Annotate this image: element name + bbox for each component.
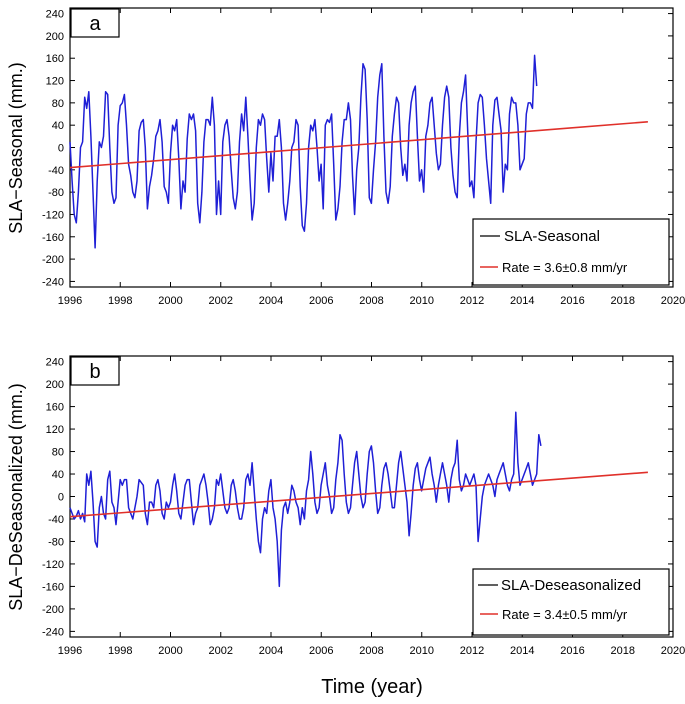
y-ticks-b: -240 -200 -160 -120 -80 -40 0 40 80 120 160 200 240 (42, 357, 673, 638)
x-tick-label: 2008 (359, 645, 383, 657)
y-tick-label: -240 (42, 276, 64, 288)
x-tick-label: 2010 (410, 645, 434, 657)
panel-b: -240-200-160-120-80-4004080120160200240 … (6, 355, 685, 657)
y-tick-label: -120 (42, 209, 64, 221)
panel-label-a: a (89, 13, 101, 35)
y-tick-label: -200 (42, 604, 64, 616)
x-ticks-b: 1996 1998 2000 2002 2004 2006 2008 2010 2012 2014… (58, 356, 685, 657)
x-tick-label: 2000 (158, 295, 182, 307)
x-tick-label: 1996 (58, 645, 82, 657)
x-tick-label: 2014 (510, 295, 534, 307)
x-ticks-a: 1996 1998 2000 2002 2004 2006 2008 2010 2012 2014… (58, 8, 685, 307)
y-tick-label: 80 (52, 447, 64, 459)
x-tick-label: 2006 (309, 645, 333, 657)
series-line-observed-b (69, 411, 542, 588)
x-axis-label: Time (year) (321, 676, 422, 698)
trend-line-a (69, 121, 648, 169)
x-tick-label: 2000 (158, 645, 182, 657)
x-tick-label: 1998 (108, 645, 132, 657)
y-tick-label: 0 (58, 492, 64, 504)
y-tick-label: -80 (48, 536, 64, 548)
y-tick-label: 200 (46, 31, 64, 43)
y-tick-label: 200 (46, 379, 64, 391)
y-tick-label: 0 (58, 143, 64, 155)
y-tick-label: -40 (48, 514, 64, 526)
panel-label-b: b (89, 361, 100, 383)
x-tick-label: 2016 (560, 645, 584, 657)
legend-box-b (472, 568, 670, 636)
y-tick-label: -240 (42, 626, 64, 638)
trend-line-b (69, 471, 648, 518)
x-tick-label: 2006 (309, 295, 333, 307)
y-ticks-a: -240 -200 -160 -120 -80 -40 0 40 80 120 160 200 240 (42, 9, 673, 288)
legend-box-a (472, 218, 670, 286)
legend-label-observed-b: SLA-Deseasonalized (501, 577, 641, 594)
legend-label-observed-a: SLA-Seasonal (504, 228, 600, 245)
y-axis-label-a: SLA−Seasonal (mm.) (6, 62, 26, 234)
legend-label-trend-a: Rate = 3.6±0.8 mm/yr (502, 260, 628, 275)
x-tick-label: 2020 (661, 295, 685, 307)
x-tick-label: 2016 (560, 295, 584, 307)
x-tick-label: 2002 (209, 295, 233, 307)
panel-label-box-a (70, 8, 120, 38)
y-tick-label: 40 (52, 120, 64, 132)
y-tick-label: 240 (46, 357, 64, 369)
y-tick-label: -160 (42, 581, 64, 593)
panel-label-box-b (70, 356, 120, 386)
x-tick-label: 2018 (611, 295, 635, 307)
x-tick-label: 2020 (661, 645, 685, 657)
series-b (69, 411, 648, 588)
y-tick-label: -160 (42, 232, 64, 244)
x-tick-label: 1996 (58, 295, 82, 307)
x-tick-label: 2002 (209, 645, 233, 657)
series-a (69, 54, 648, 249)
x-tick-label: 2008 (359, 295, 383, 307)
x-tick-label: 2012 (460, 295, 484, 307)
x-tick-label: 2004 (259, 645, 283, 657)
legend-b: SLA-Deseasonalized Rate = 3.4±0.5 mm/yr (472, 568, 670, 636)
y-tick-label: 80 (52, 98, 64, 110)
y-tick-label: 120 (46, 76, 64, 88)
y-tick-label: -120 (42, 559, 64, 571)
x-tick-label: 1998 (108, 295, 132, 307)
y-tick-label: -40 (48, 165, 64, 177)
series-line-observed-a (69, 54, 538, 249)
legend-a: SLA-Seasonal Rate = 3.6±0.8 mm/yr (472, 218, 670, 286)
y-tick-label: -80 (48, 187, 64, 199)
x-tick-label: 2010 (410, 295, 434, 307)
legend-label-trend-b: Rate = 3.4±0.5 mm/yr (502, 607, 628, 622)
y-tick-label: 160 (46, 402, 64, 414)
panel-a: -240-200-160-120-80-4004080120160200240 … (6, 7, 685, 307)
x-tick-label: 2004 (259, 295, 283, 307)
y-tick-label: 120 (46, 424, 64, 436)
x-tick-label: 2012 (460, 645, 484, 657)
y-tick-label: 160 (46, 53, 64, 65)
y-tick-label: -200 (42, 254, 64, 266)
y-axis-label-b: SLA−DeSeasonalized (mm.) (6, 383, 26, 611)
y-tick-label: 40 (52, 469, 64, 481)
x-tick-label: 2014 (510, 645, 534, 657)
x-tick-label: 2018 (611, 645, 635, 657)
y-tick-label: 240 (46, 9, 64, 21)
